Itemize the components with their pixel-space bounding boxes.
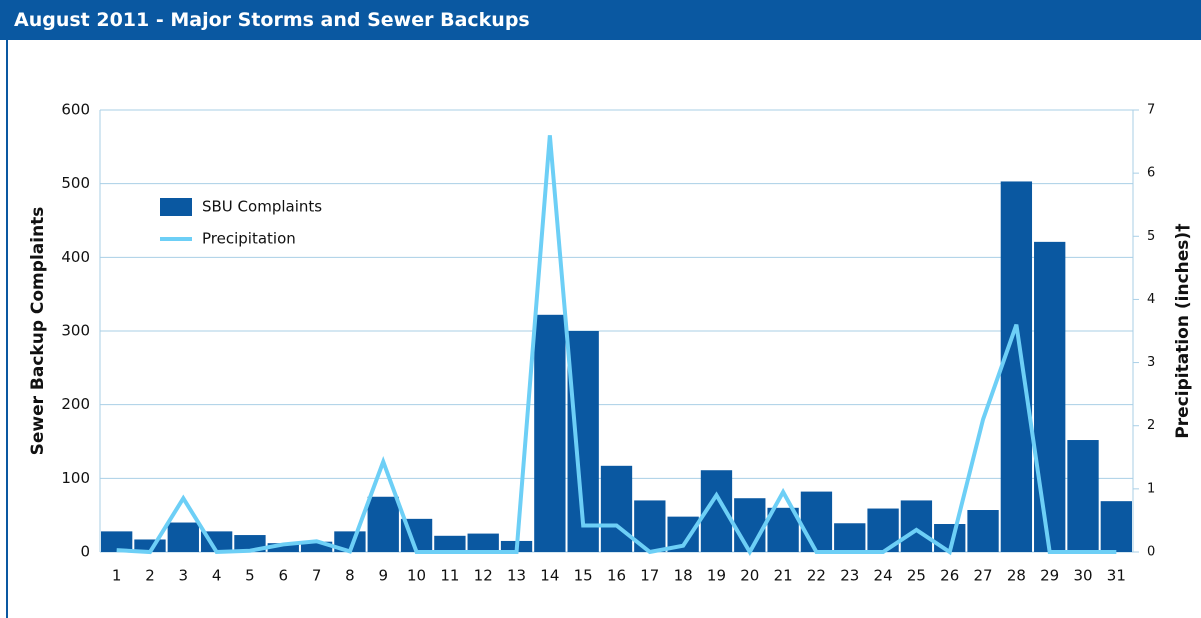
bar [600,465,633,552]
y-tick-label: 300 [61,322,90,340]
legend-swatch [160,198,192,216]
x-tick-label: 26 [940,567,959,585]
x-tick-label: 14 [540,567,559,585]
bar [267,543,299,552]
bar [767,507,799,552]
x-tick-label: 15 [574,567,593,585]
x-tick-label: 25 [907,567,926,585]
x-tick-label: 13 [507,567,526,585]
x-tick-label: 8 [345,567,355,585]
y-tick-label: 100 [61,469,90,487]
y-tick-label: 400 [61,248,90,266]
bar [967,510,999,552]
y2-tick-label: 3 [1147,355,1155,370]
x-tick-label: 1 [112,567,122,585]
x-tick-label: 22 [807,567,826,585]
x-tick-label: 27 [974,567,993,585]
x-tick-label: 5 [245,567,255,585]
y2-tick-label: 2 [1147,418,1155,433]
bar [800,491,833,552]
bar [434,535,466,552]
y-tick-label: 200 [61,395,90,413]
y2-tick-label: 5 [1147,229,1155,244]
x-tick-label: 28 [1007,567,1026,585]
bar [300,541,333,552]
y2-tick-label: 4 [1147,292,1155,307]
legend-label: SBU Complaints [202,198,322,216]
bar [334,531,366,552]
x-tick-label: 19 [707,567,726,585]
x-tick-label: 23 [840,567,859,585]
x-tick-label: 12 [474,567,493,585]
bar [534,314,566,552]
bar [1067,440,1099,552]
bar [1034,241,1066,552]
bar [467,533,499,552]
border [6,40,8,618]
y-axis-label: Sewer Backup Complaints [28,207,48,456]
bar [367,496,399,552]
y-tick-label: 600 [61,101,90,119]
x-tick-label: 7 [312,567,322,585]
x-tick-label: 18 [674,567,693,585]
bar [101,531,133,552]
y2-tick-label: 6 [1147,166,1155,181]
y2-tick-label: 1 [1147,481,1155,496]
x-tick-label: 29 [1040,567,1059,585]
bar [1100,501,1132,552]
x-tick-label: 4 [212,567,222,585]
x-tick-label: 10 [407,567,426,585]
bar [900,500,933,552]
bar [834,523,866,552]
x-tick-label: 31 [1107,567,1126,585]
bar [1000,181,1033,552]
x-tick-label: 30 [1073,567,1092,585]
bar [167,522,199,552]
y2-tick-label: 7 [1147,103,1155,118]
bar [734,498,766,552]
y-tick-label: 500 [61,174,90,192]
x-tick-label: 11 [440,567,459,585]
y-tick-label: 0 [80,543,90,561]
x-tick-label: 3 [179,567,189,585]
x-tick-label: 21 [774,567,793,585]
header-title: August 2011 - Major Storms and Sewer Bac… [0,0,1201,40]
x-tick-label: 24 [874,567,893,585]
x-tick-label: 16 [607,567,626,585]
x-tick-label: 9 [378,567,388,585]
x-tick-label: 17 [640,567,659,585]
x-tick-label: 6 [279,567,289,585]
legend-label: Precipitation [202,230,296,248]
x-tick-label: 2 [145,567,155,585]
line [116,135,1117,557]
x-tick-label: 20 [740,567,759,585]
y2-tick-label: 0 [1147,545,1155,560]
y2-axis-label: Precipitation (inches)† [1173,223,1193,438]
